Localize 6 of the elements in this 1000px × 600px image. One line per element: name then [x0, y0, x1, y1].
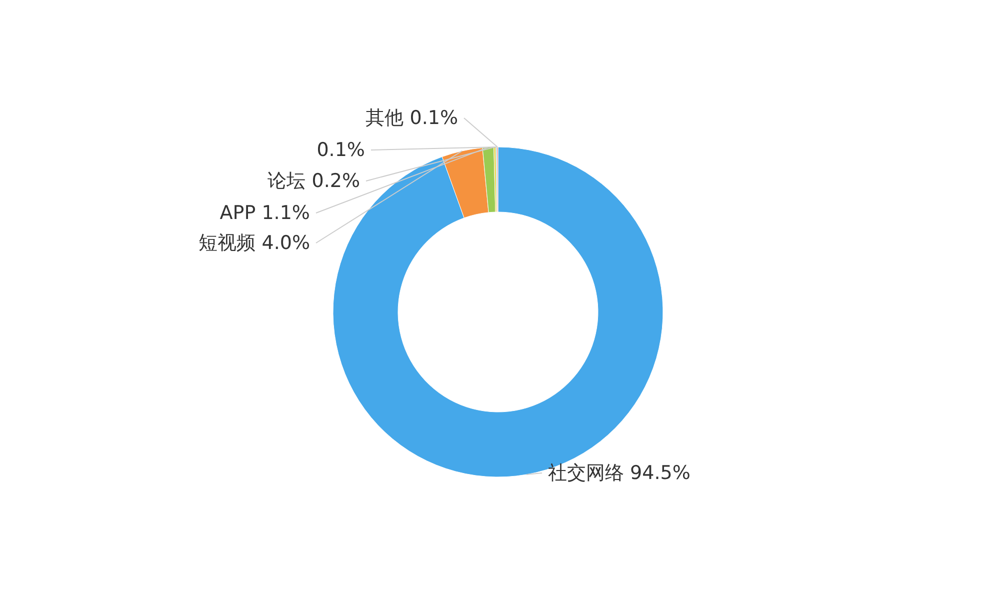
slice-label: 短视频 4.0% — [198, 232, 310, 254]
slice-label: APP 1.1% — [220, 202, 310, 224]
slice-label: 论坛 0.2% — [268, 170, 360, 192]
slice-label: 其他 0.1% — [366, 107, 458, 129]
slice-label: 社交网络 94.5% — [548, 462, 690, 484]
data-label: 0.1% — [316, 139, 365, 161]
